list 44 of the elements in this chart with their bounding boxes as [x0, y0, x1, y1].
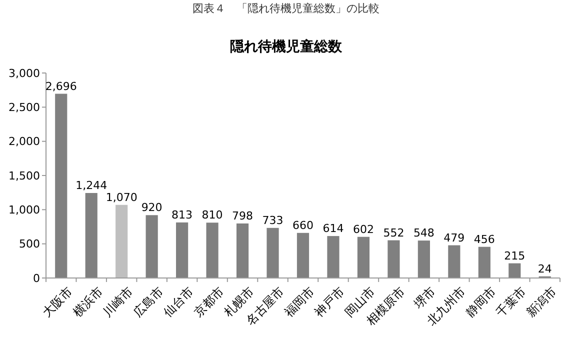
bar [176, 222, 188, 278]
y-tick-label: 2,500 [8, 101, 40, 114]
data-label: 810 [202, 208, 223, 222]
data-label: 1,244 [76, 178, 108, 192]
data-label: 920 [141, 201, 162, 214]
data-label: 24 [538, 262, 552, 276]
chart-title: 隠れ待機児童総数 [230, 38, 343, 55]
bar [85, 192, 98, 278]
bar [357, 236, 370, 278]
text: 図表４ 「隠れ待機児童総数」の比較 [192, 2, 380, 15]
data-label: 798 [232, 209, 254, 222]
y-tick-label: 1,000 [8, 204, 40, 217]
bar [508, 263, 521, 278]
data-label: 479 [444, 231, 465, 244]
data-label: 660 [292, 218, 314, 232]
x-tick-label: 堺市 [410, 284, 438, 312]
data-label: 733 [262, 214, 284, 227]
bar [146, 215, 158, 278]
data-label: 215 [504, 249, 526, 262]
data-label: 614 [322, 222, 344, 236]
bar [206, 222, 218, 278]
data-label: 813 [172, 208, 193, 222]
y-tick-label: 500 [19, 238, 40, 251]
x-tick-label: 新潟市 [524, 284, 559, 320]
y-tick-label: 1,500 [8, 169, 40, 182]
data-label: 1,070 [106, 190, 138, 204]
bar [448, 245, 460, 278]
y-tick-label: 0 [33, 272, 40, 285]
bar [236, 223, 249, 278]
bar [478, 246, 490, 278]
bar [388, 240, 400, 278]
data-label: 548 [413, 226, 434, 240]
data-label: 552 [383, 226, 404, 240]
data-label: 602 [352, 222, 374, 236]
bar [266, 228, 279, 278]
y-tick-label: 3,000 [8, 66, 40, 80]
y-tick-label: 2,000 [8, 135, 40, 148]
bar [296, 232, 310, 278]
bar [55, 94, 68, 278]
data-label: 2,696 [45, 80, 77, 93]
data-label: 456 [474, 232, 495, 246]
bar [418, 240, 430, 278]
bar [116, 204, 128, 278]
bar [327, 236, 340, 278]
